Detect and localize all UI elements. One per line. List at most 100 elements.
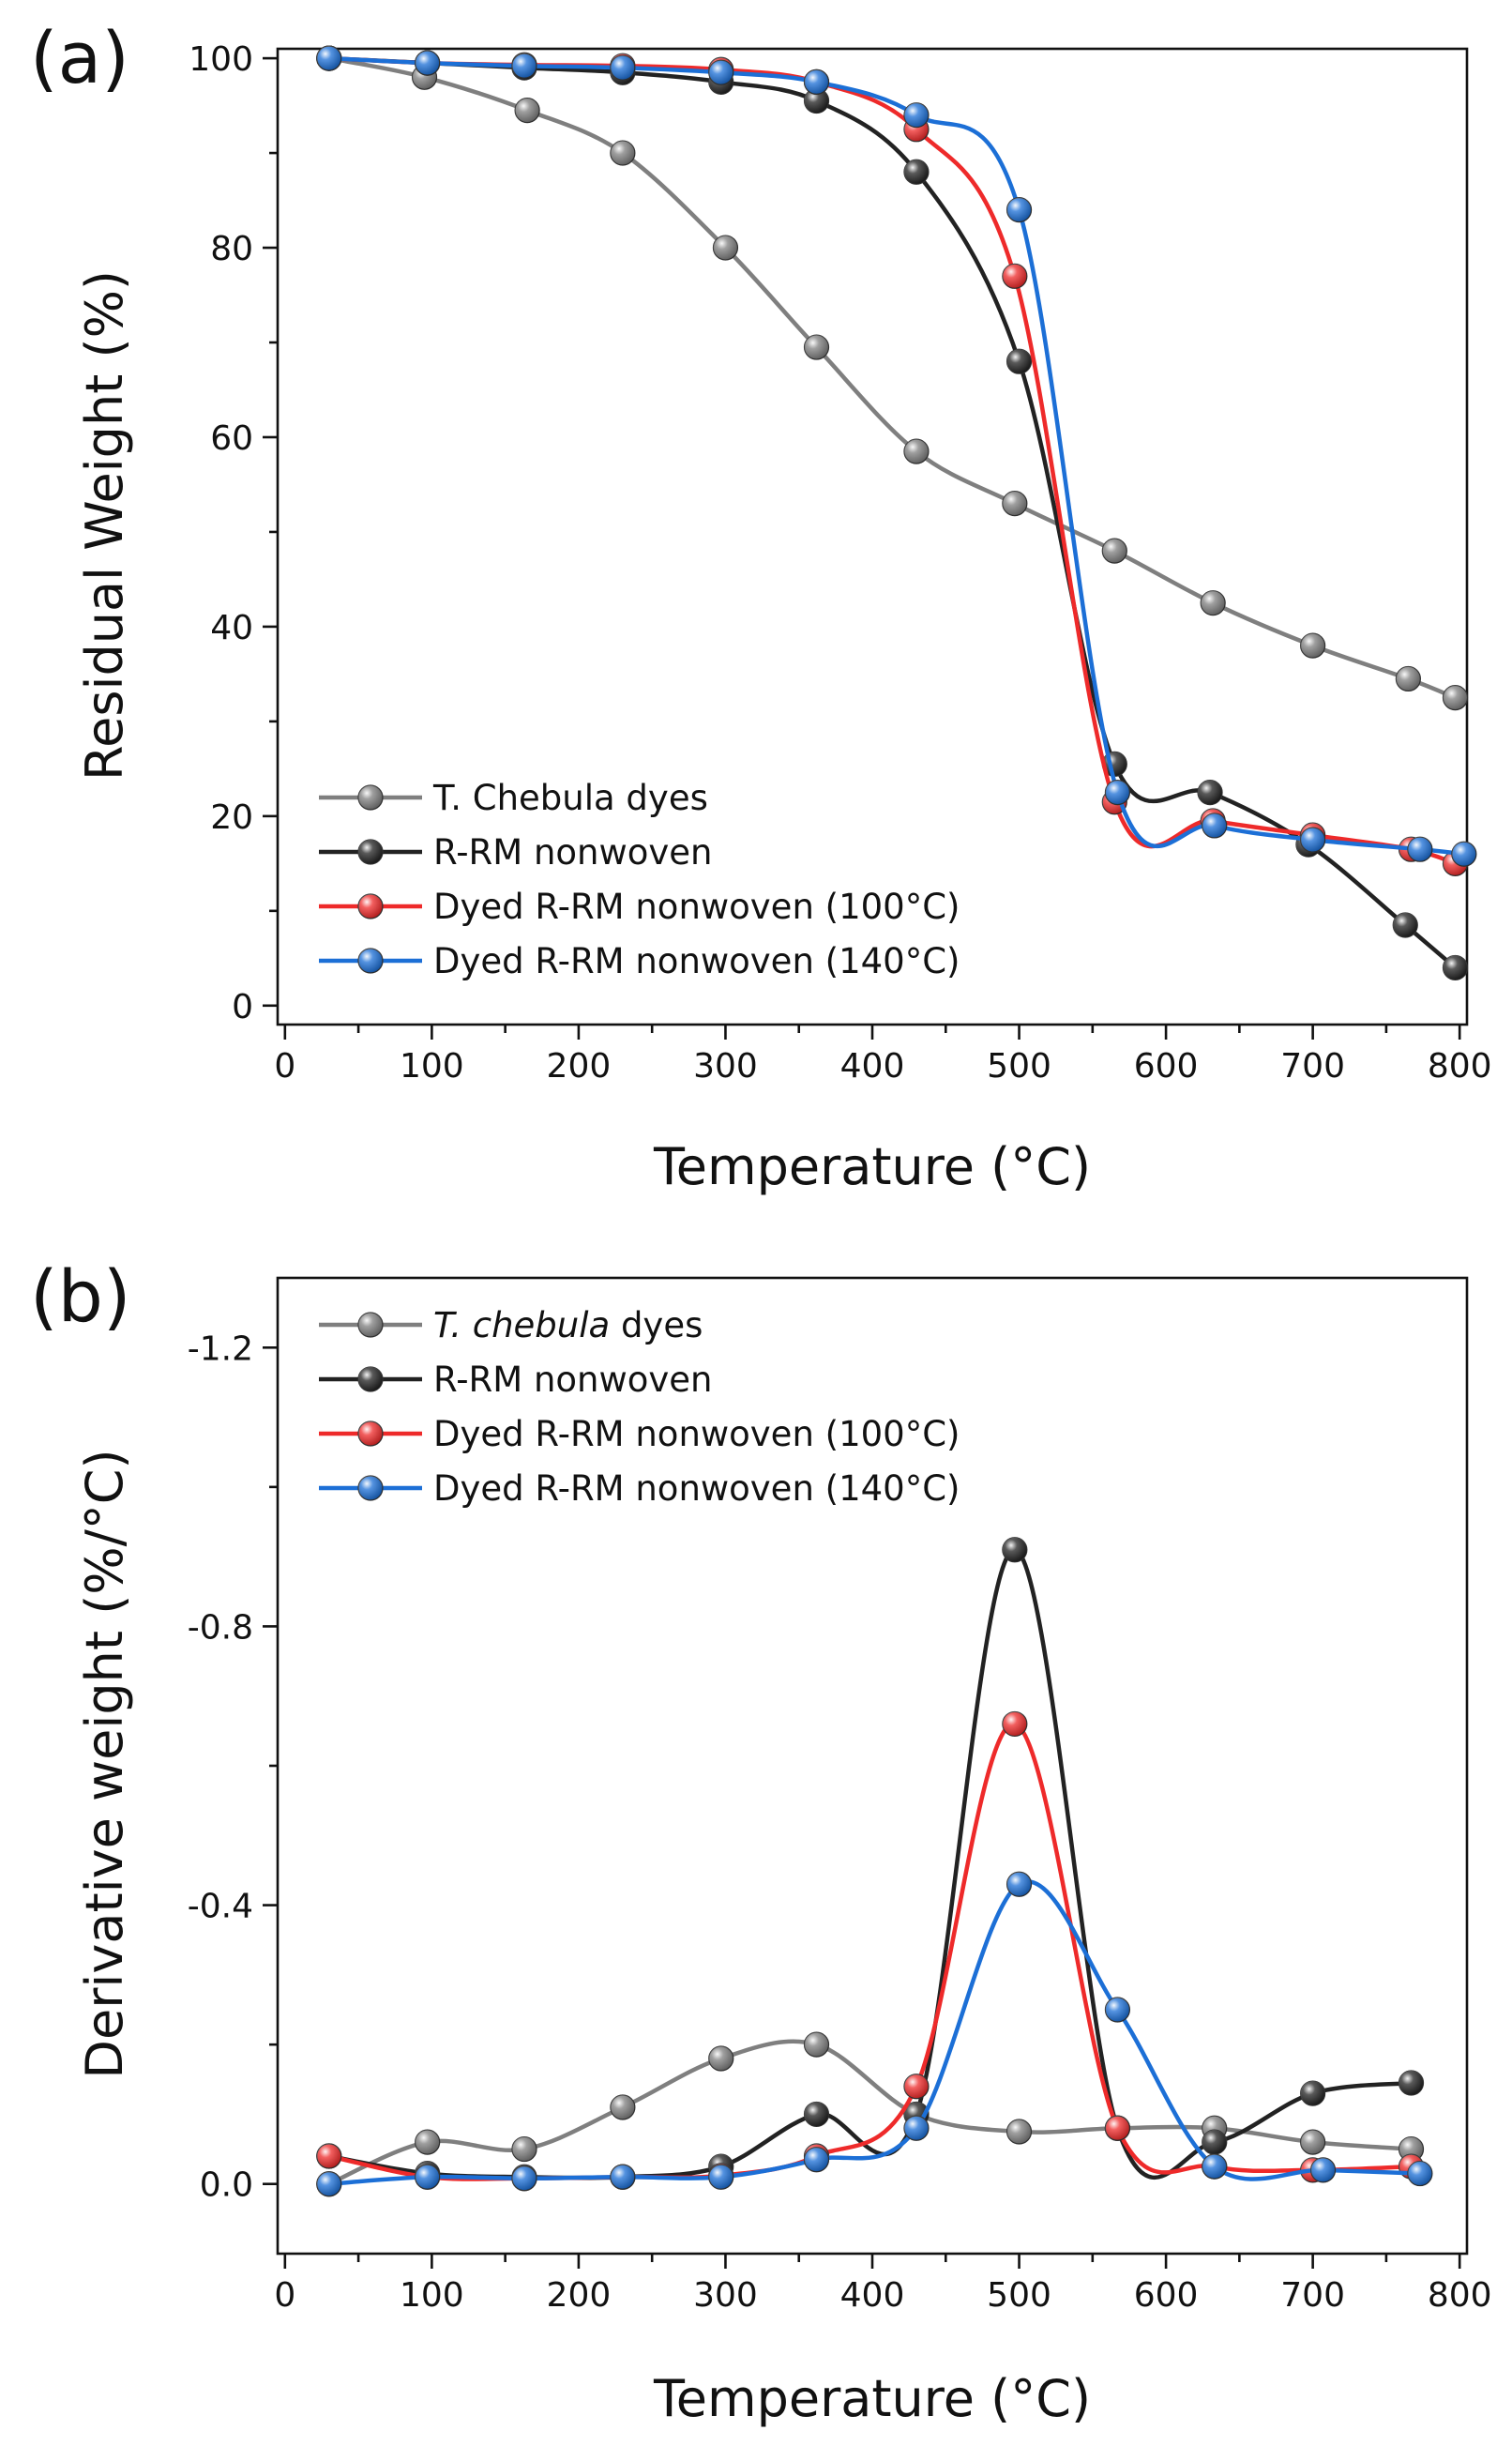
data-point (1300, 827, 1326, 853)
panel-b-legend: T. chebula dyes R-RM nonwoven Dyed R-RM no… (319, 1305, 960, 1509)
data-point (803, 2101, 830, 2128)
x-tick-label: 300 (693, 2276, 758, 2315)
legend-item: R-RM nonwoven (319, 832, 713, 873)
data-point (1104, 1997, 1131, 2023)
x-tick-label: 0 (274, 1047, 295, 1086)
panel-b-series (316, 1537, 1433, 2197)
x-tick-label: 0 (274, 2276, 295, 2315)
panel-a-series (316, 45, 1477, 981)
data-point (1005, 197, 1033, 223)
legend-item: Dyed R-RM nonwoven (100°C) (319, 1414, 960, 1454)
x-tick-label: 100 (400, 2276, 464, 2315)
legend-label: T. Chebula dyes (432, 778, 708, 818)
panel-b-label: (b) (30, 1254, 131, 1338)
legend-label: Dyed R-RM nonwoven (100°C) (433, 1414, 960, 1454)
data-point (903, 2074, 930, 2100)
legend-label: Dyed R-RM nonwoven (140°C) (433, 941, 960, 981)
panel-b-x-axis-title: Temperature (°C) (653, 2369, 1091, 2428)
data-point (610, 2164, 636, 2190)
x-tick-label: 200 (547, 2276, 612, 2315)
x-tick-label: 400 (840, 1047, 905, 1086)
data-point (415, 2129, 441, 2155)
data-point (1002, 1710, 1028, 1738)
x-tick-label: 600 (1134, 2276, 1199, 2315)
x-tick-label: 600 (1134, 1047, 1199, 1086)
series-3 (316, 1871, 1433, 2197)
data-point (1442, 954, 1469, 981)
legend-label: T. chebula dyes (433, 1305, 703, 1345)
legend-marker (357, 893, 384, 919)
legend-item: Dyed R-RM nonwoven (140°C) (319, 941, 960, 981)
x-tick-label: 300 (693, 1047, 758, 1086)
series-line (328, 55, 1457, 700)
legend-marker (357, 1421, 384, 1447)
series-line (328, 55, 1457, 866)
data-point (1309, 2157, 1337, 2183)
series-2 (316, 1710, 1425, 2192)
legend-marker (357, 784, 384, 811)
panel-a-axis-ticks: 0 100 200 300 400 500 600 700 800 0 20 40 60 80 100 (189, 40, 1491, 1086)
data-point (708, 2164, 734, 2190)
data-point (712, 235, 739, 261)
data-point (903, 2115, 930, 2141)
data-point (803, 87, 830, 114)
legend-item: Dyed R-RM nonwoven (140°C) (319, 1468, 960, 1509)
x-tick-label: 700 (1280, 1047, 1345, 1086)
data-point (610, 140, 636, 166)
y-tick-label: 40 (210, 609, 253, 647)
data-point (1002, 491, 1028, 517)
data-point (1300, 632, 1326, 659)
panel-b-axis-ticks: 0 100 200 300 400 500 600 700 800 0.0 -0.4 -0.8 -1.2 (188, 1329, 1492, 2315)
data-point (1002, 1537, 1028, 1563)
x-tick-label: 200 (547, 1047, 612, 1086)
panel-a-y-axis-title: Residual Weight (%) (75, 270, 134, 781)
y-tick-label: -0.4 (188, 1888, 253, 1926)
series-line (328, 1722, 1412, 2181)
x-tick-label: 100 (400, 1047, 464, 1086)
data-point (803, 2031, 830, 2058)
data-point (1002, 263, 1028, 289)
data-point (511, 53, 537, 79)
data-point (415, 50, 441, 76)
data-point (610, 54, 636, 81)
data-point (803, 334, 830, 360)
panel-b-derivative-weight: (b) 0 100 200 300 400 500 600 700 800 0.0 -0.4 -0.8… (30, 1254, 1492, 2428)
data-point (1101, 538, 1127, 564)
panel-a-label: (a) (30, 16, 129, 99)
data-point (1197, 780, 1223, 806)
data-point (514, 98, 540, 124)
data-point (1300, 2129, 1326, 2155)
series-2 (316, 45, 1469, 876)
data-point (803, 68, 830, 95)
data-point (1451, 841, 1477, 867)
legend-marker (357, 1366, 384, 1392)
legend-item: R-RM nonwoven (319, 1360, 713, 1400)
legend-label: R-RM nonwoven (433, 1360, 713, 1400)
y-tick-label: 0 (232, 988, 253, 1026)
legend-label-italic: T. chebula (433, 1305, 610, 1345)
data-point (708, 2045, 734, 2072)
y-tick-label: 60 (210, 419, 253, 458)
data-point (903, 438, 930, 464)
y-tick-label: 20 (210, 798, 253, 837)
data-point (1202, 813, 1228, 839)
data-point (1104, 780, 1131, 806)
panel-a-residual-weight: (a) 0 100 200 300 400 500 600 700 800 0 20 40 60 80 10… (30, 16, 1492, 1196)
y-tick-label: 80 (210, 230, 253, 268)
series-line (327, 2039, 1412, 2186)
legend-label: R-RM nonwoven (433, 832, 713, 873)
series-1 (316, 1537, 1425, 2190)
legend-label-plain: dyes (610, 1305, 703, 1345)
data-point (1104, 2115, 1131, 2141)
data-point (1442, 685, 1469, 711)
data-point (511, 2135, 537, 2163)
data-point (1202, 2153, 1228, 2180)
x-tick-label: 400 (840, 2276, 905, 2315)
data-point (1407, 2160, 1433, 2187)
x-tick-label: 800 (1428, 1047, 1492, 1086)
y-tick-label: 0.0 (200, 2166, 253, 2205)
legend-label: Dyed R-RM nonwoven (140°C) (433, 1468, 960, 1509)
data-point (1005, 1871, 1033, 1897)
series-line (328, 55, 1457, 970)
